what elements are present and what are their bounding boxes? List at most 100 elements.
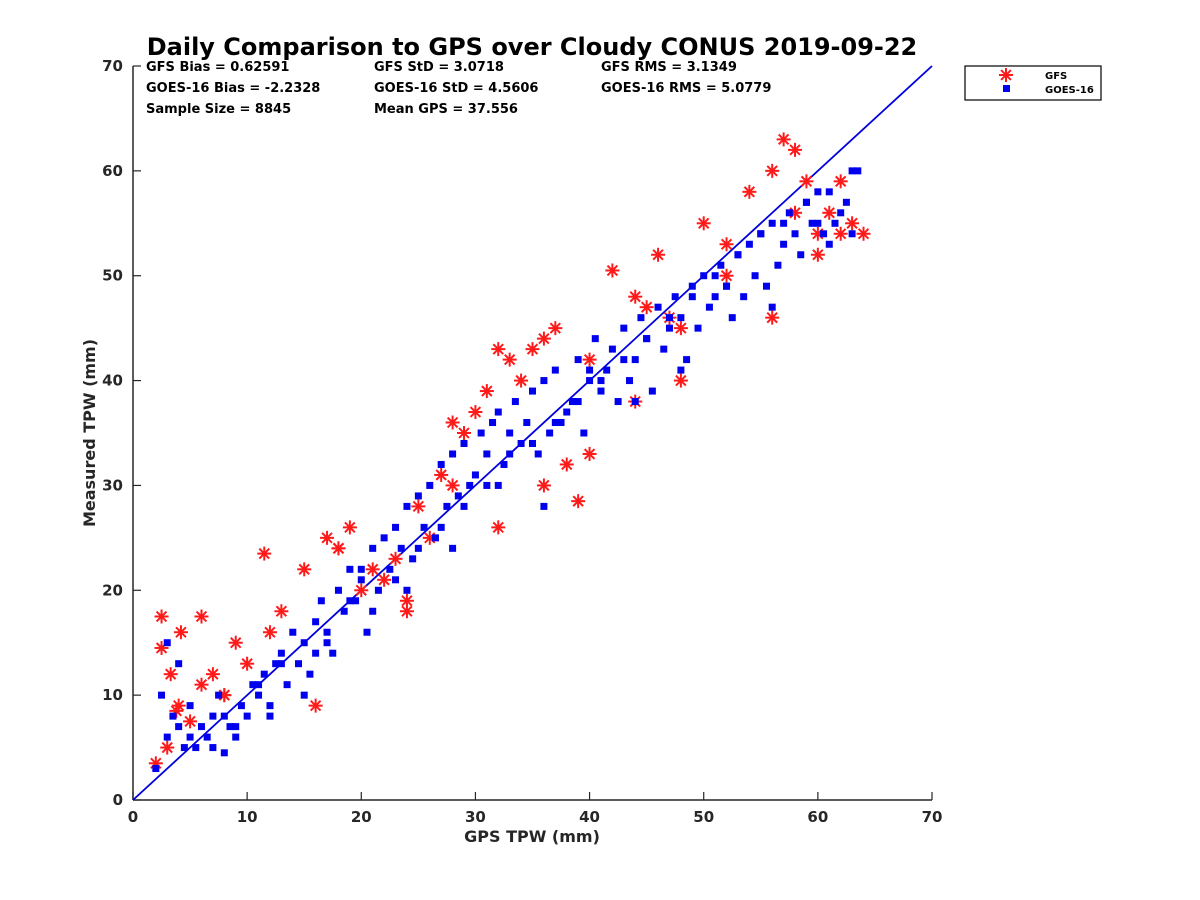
asterisk-stroke [492,521,504,534]
goes16-point [654,303,662,311]
goes16-point [608,345,616,353]
goes16-point [272,660,280,668]
goes16-point [460,502,468,510]
gfs-point [411,499,426,514]
goes16-point [517,439,525,447]
asterisk-stroke [446,479,459,492]
gfs-point [742,184,757,199]
goes16-point [277,660,285,668]
gfs-point [399,604,414,619]
statistics-panel: GFS Bias = 0.62591 GFS StD = 3.0718 GFS … [146,60,771,117]
gfs-point [673,321,688,336]
asterisk-stroke [698,217,710,229]
asterisk-stroke [720,238,733,250]
goes16-point [597,377,605,385]
gfs-point [536,478,551,493]
goes16-point [734,251,742,259]
goes16-point [374,586,382,594]
asterisk-stroke [355,584,367,596]
asterisk-stroke [481,385,493,397]
goes16-point [643,335,651,343]
goes16-point [774,261,782,269]
asterisk-stroke [504,353,516,366]
goes16-point [825,240,833,248]
goes16-point [317,597,325,605]
goes16-point [289,628,297,636]
goes16-point [723,282,731,290]
asterisk-stroke [378,574,390,586]
goes16-point [237,702,245,710]
legend: GFS GOES-16 [964,65,1102,101]
one-to-one-line [132,65,933,801]
asterisk-stroke [640,301,653,313]
x-tick-label: 60 [807,808,828,826]
goes16-point [414,544,422,552]
goes16-point [255,681,263,689]
goes16-point [603,366,611,374]
goes16-point [546,429,554,437]
goes16-point [791,230,799,238]
asterisk-stroke [538,479,550,492]
goes16-point [580,429,588,437]
gfs-point [163,667,178,682]
goes16-point [197,723,205,731]
asterisk-stroke [835,175,847,187]
asterisk-stroke [258,547,270,560]
y-tick-label: 30 [102,476,123,494]
asterisk-stroke [184,715,196,728]
stat-gfs-rms: GFS RMS = 3.1349 [601,60,737,75]
gfs-point [377,572,392,587]
goes16-point [831,219,839,227]
series-gfs [148,132,871,771]
asterisk-stroke [469,406,482,418]
gfs-point [240,656,255,671]
plot-area: 0 10 20 30 40 50 60 70 0 10 20 30 40 50 60 70 [102,57,942,826]
goes16-point [820,230,828,238]
goes16-point [312,618,320,626]
goes16-point [163,639,171,647]
gfs-point [262,625,277,640]
gfs-point [502,352,517,367]
goes16-point [260,670,268,678]
asterisk-stroke [1000,69,1012,81]
gfs-point [491,520,506,535]
goes16-point [249,681,257,689]
asterisk-stroke [309,699,322,712]
x-tick-label: 10 [237,808,258,826]
gfs-point [445,415,460,430]
x-tick-label: 40 [579,808,600,826]
gfs-point [833,226,848,241]
asterisk-stroke [321,532,333,544]
asterisk-stroke [446,416,459,429]
goes16-point [768,303,776,311]
gfs-point [154,609,169,624]
goes16-point [494,481,502,489]
goes16-point [597,387,605,395]
asterisk-stroke [549,322,561,334]
goes16-point [357,565,365,573]
goes16-point [797,251,805,259]
goes16-point [483,481,491,489]
asterisk-stroke [275,605,288,617]
goes16-point [220,712,228,720]
goes16-point [574,356,582,364]
asterisk-stroke [606,264,619,277]
gfs-point [696,216,711,231]
goes16-point [460,439,468,447]
asterisk-stroke [743,186,756,198]
asterisk-stroke [165,668,177,680]
stat-goes-rms: GOES-16 RMS = 5.0779 [601,81,771,96]
goes16-point [220,749,228,757]
goes16-point [802,198,810,206]
gfs-point [365,562,380,577]
goes16-point [489,419,497,427]
goes16-point [665,314,673,322]
gfs-point [160,740,175,755]
stat-sample-size: Sample Size = 8845 [146,102,291,117]
goes16-point [152,765,160,773]
gfs-point [845,216,860,231]
goes16-point [449,544,457,552]
goes16-point [785,209,793,217]
gfs-point [194,609,209,624]
gfs-point [810,247,825,262]
